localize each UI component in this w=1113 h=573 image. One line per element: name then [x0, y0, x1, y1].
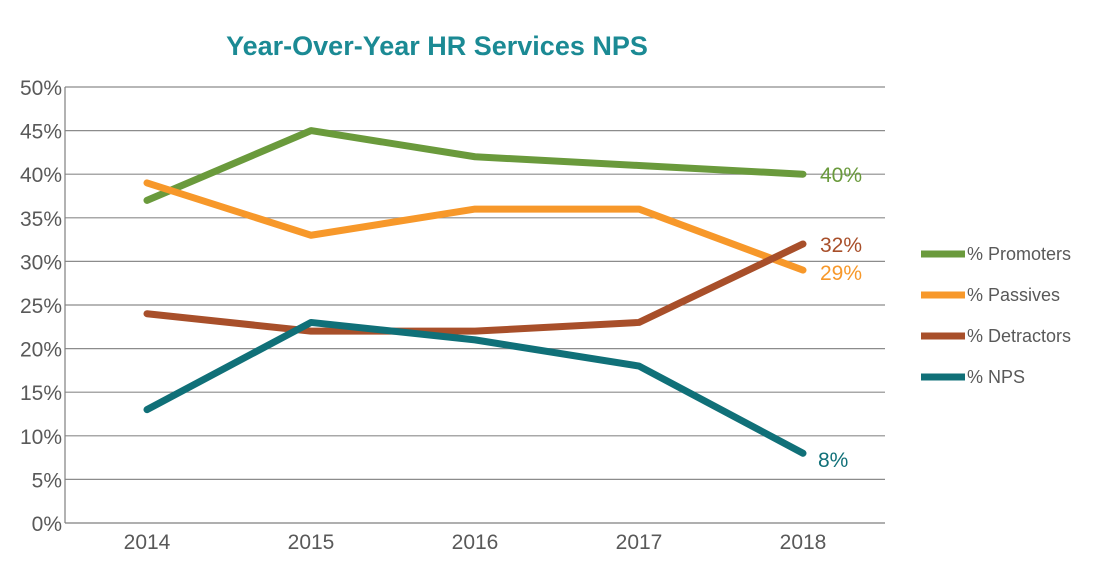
y-tick-label: 5% [32, 469, 62, 492]
end-label-layer: 40% 29% 32% 8% [818, 164, 862, 472]
y-tick-label: 30% [20, 251, 62, 274]
legend: % Promoters % Passives % Detractors % NPS [921, 244, 1071, 387]
x-tick-label: 2017 [616, 531, 663, 554]
series-end-label: 29% [820, 262, 862, 285]
x-tick-label: 2018 [780, 531, 827, 554]
grid-layer [65, 86, 885, 524]
y-tick-label: 0% [32, 513, 62, 536]
legend-label: % Promoters [967, 244, 1071, 264]
y-tick-label: 40% [20, 164, 62, 187]
y-tick-label: 10% [20, 426, 62, 449]
y-tick-label: 45% [20, 121, 62, 144]
series-line-detractors [143, 240, 807, 335]
x-tick-label: 2014 [124, 531, 171, 554]
series-layer [143, 127, 807, 457]
legend-label: % NPS [967, 367, 1025, 387]
series-end-label: 32% [820, 234, 862, 257]
y-tick-label: 25% [20, 295, 62, 318]
legend-label: % Passives [967, 285, 1060, 305]
series-end-label: 40% [820, 164, 862, 187]
axis-layer: 0% 5% 10% 15% 20% 25% 30% 35% 40% 45% 50% 2014 2015 2… [20, 77, 826, 554]
y-tick-label: 35% [20, 208, 62, 231]
legend-label: % Detractors [967, 326, 1071, 346]
chart-title: Year-Over-Year HR Services NPS [226, 31, 648, 61]
series-line-passives [143, 179, 807, 274]
series-line-nps [143, 318, 807, 457]
x-tick-label: 2016 [452, 531, 499, 554]
x-tick-label: 2015 [288, 531, 335, 554]
y-tick-label: 15% [20, 382, 62, 405]
series-end-label: 8% [818, 449, 848, 472]
series-line-promoters [143, 127, 807, 204]
y-tick-label: 20% [20, 339, 62, 362]
y-tick-label: 50% [20, 77, 62, 100]
